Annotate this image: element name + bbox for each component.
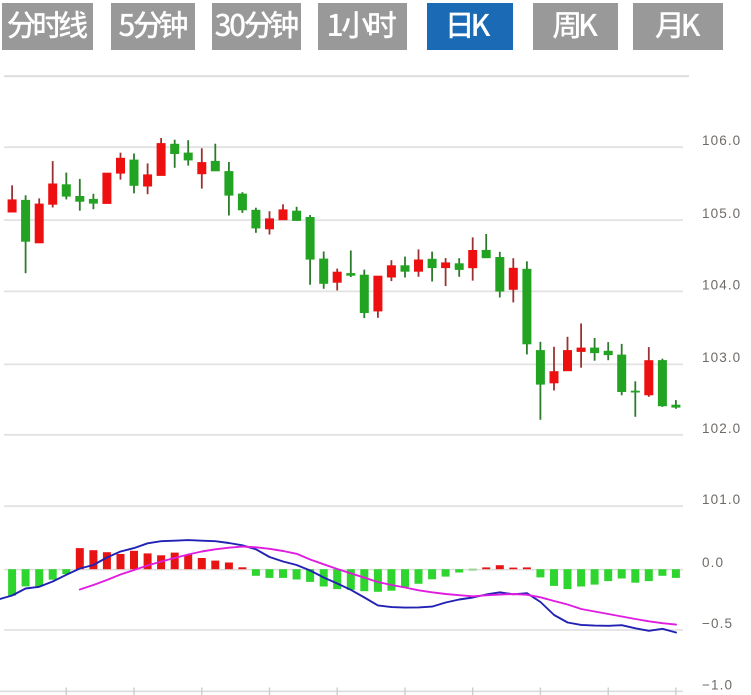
svg-text:0.0: 0.0: [702, 555, 724, 570]
svg-text:−0.5: −0.5: [702, 616, 733, 631]
svg-text:−1.0: −1.0: [702, 678, 733, 693]
svg-text:103.0: 103.0: [702, 350, 741, 365]
svg-text:101.0: 101.0: [702, 492, 741, 507]
svg-text:106.0: 106.0: [702, 133, 741, 148]
svg-text:104.0: 104.0: [702, 277, 741, 292]
svg-text:102.0: 102.0: [702, 421, 741, 436]
svg-text:105.0: 105.0: [702, 206, 741, 221]
